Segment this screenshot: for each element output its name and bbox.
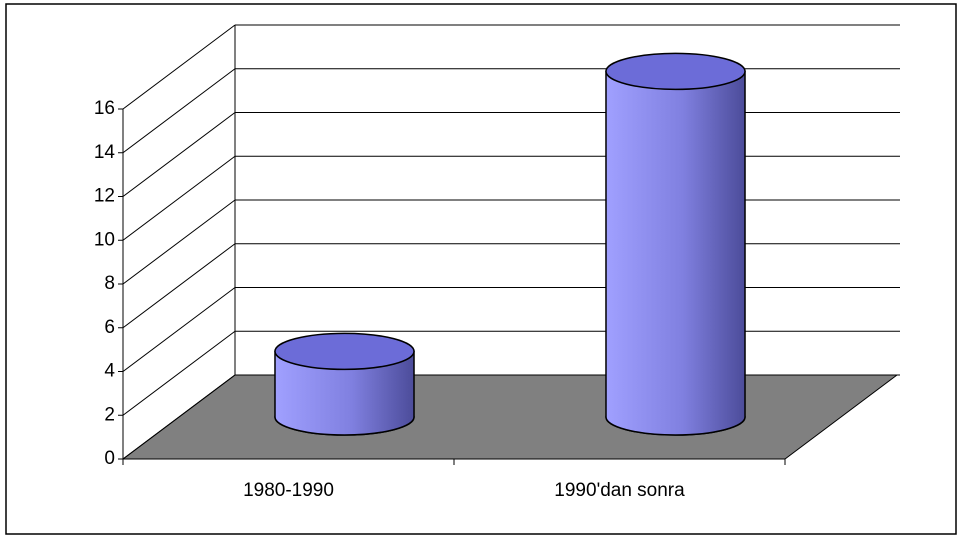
y-tick-label: 6 xyxy=(104,317,115,338)
grid-line xyxy=(122,330,236,416)
x-tick-label: 1990'dan sonra xyxy=(554,480,685,501)
grid-line xyxy=(122,155,236,241)
grid-line xyxy=(122,112,236,197)
y-tick-label: 10 xyxy=(94,229,115,250)
floor xyxy=(121,374,899,460)
grid-line xyxy=(122,199,236,285)
grid-line xyxy=(122,24,236,110)
cylinder-body xyxy=(605,70,746,436)
y-tick-label: 0 xyxy=(104,448,115,469)
y-tick-label: 8 xyxy=(104,273,115,294)
grid-line xyxy=(122,374,236,460)
y-tick-label: 4 xyxy=(104,361,115,382)
y-tick-label: 12 xyxy=(94,186,115,207)
y-tick-label: 2 xyxy=(104,404,115,425)
y-tick-label: 14 xyxy=(94,142,116,163)
x-tick-label: 1980-1990 xyxy=(243,480,334,501)
grid-line xyxy=(122,68,236,154)
y-tick-label: 16 xyxy=(94,98,115,119)
cylinder-top xyxy=(605,52,746,91)
grid-line xyxy=(122,287,236,372)
cylinder-top xyxy=(274,332,415,371)
cylinder-body xyxy=(274,350,415,436)
grid-line xyxy=(122,243,236,329)
